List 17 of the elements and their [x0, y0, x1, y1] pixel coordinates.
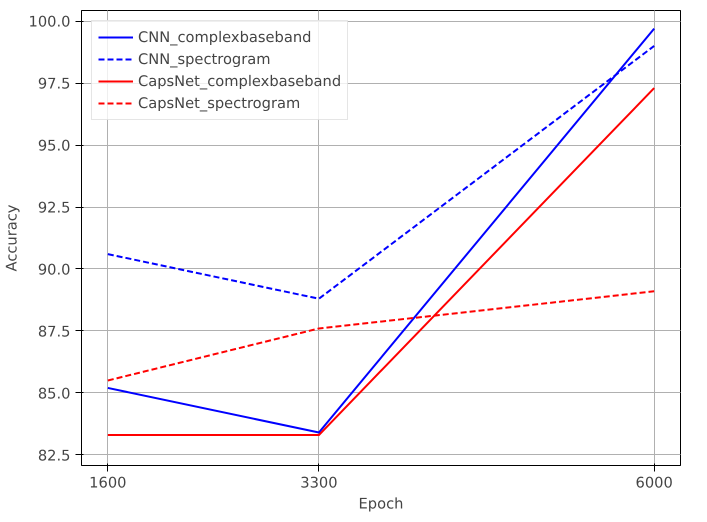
legend-label: CNN_complexbaseband	[138, 28, 312, 46]
y-tick-label: 82.5	[38, 447, 71, 464]
y-tick-label: 90.0	[38, 261, 71, 278]
x-tick-label: 1600	[89, 474, 126, 492]
y-tick-label: 85.0	[38, 385, 71, 402]
y-tick-label: 92.5	[38, 200, 71, 217]
legend-label: CapsNet_spectrogram	[138, 94, 300, 112]
legend-label: CNN_spectrogram	[138, 50, 271, 68]
y-tick-label: 100.0	[28, 14, 71, 31]
y-tick-label: 97.5	[38, 76, 71, 93]
x-tick-label: 3300	[300, 474, 338, 492]
x-axis-title: Epoch	[358, 496, 404, 512]
legend-label: CapsNet_complexbaseband	[138, 72, 342, 90]
y-tick-label: 87.5	[38, 323, 71, 340]
x-tick-label: 6000	[636, 474, 673, 492]
y-axis-title: Accuracy	[4, 204, 21, 272]
y-tick-label: 95.0	[38, 138, 71, 155]
